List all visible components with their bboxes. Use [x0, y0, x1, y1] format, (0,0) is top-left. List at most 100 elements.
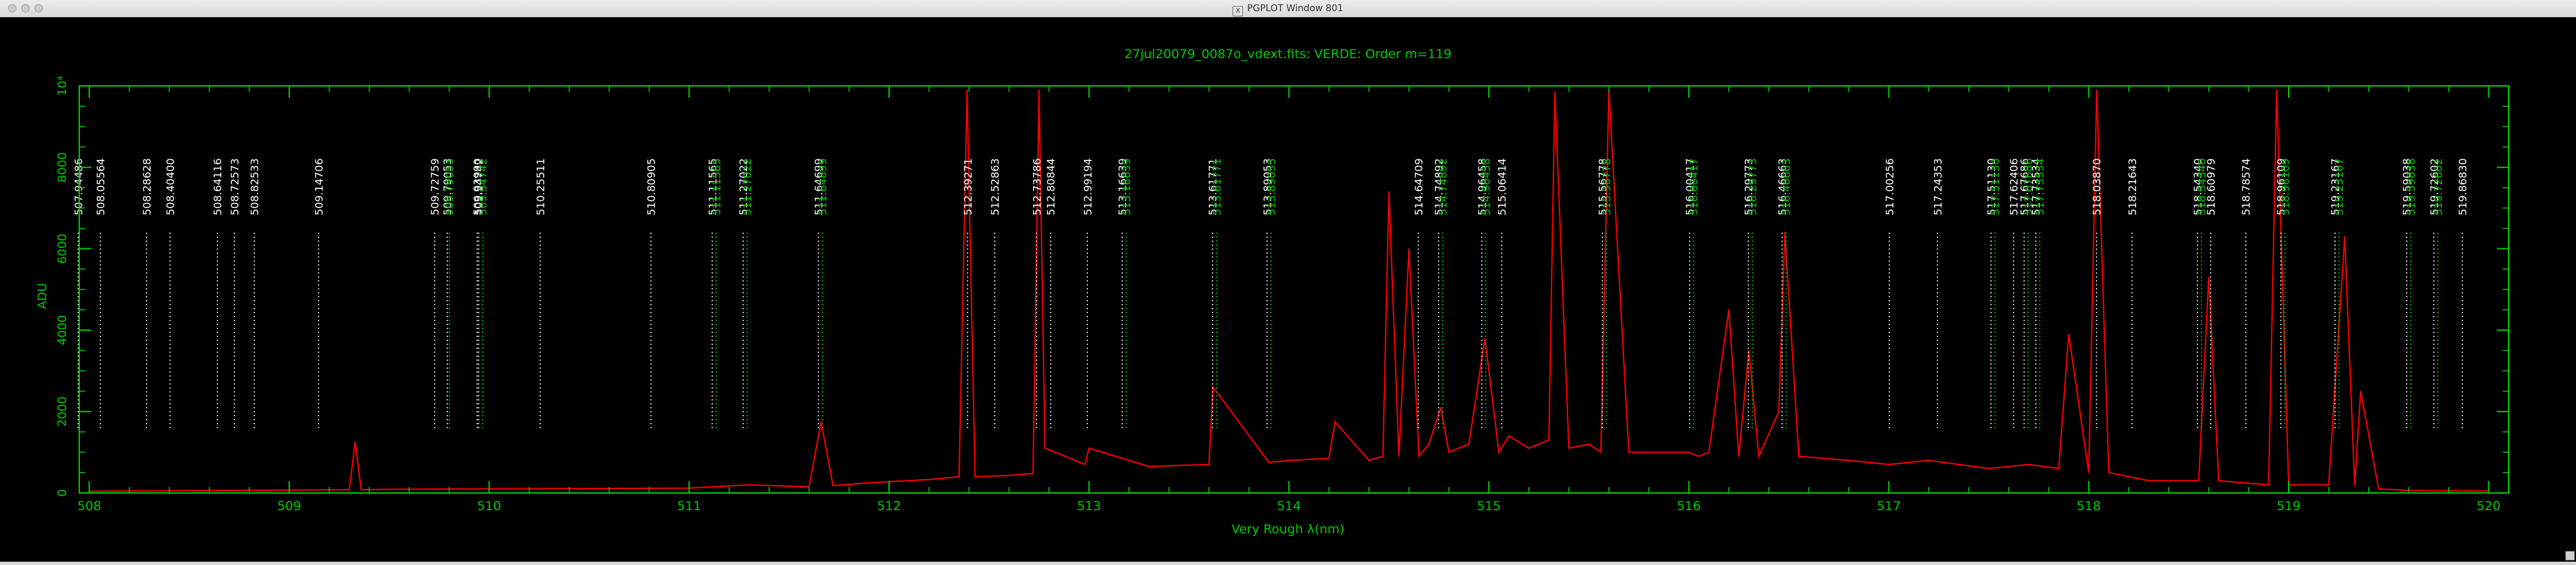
- minimize-window-button[interactable]: [21, 4, 30, 13]
- spectrum-point: [748, 484, 750, 486]
- spectrum-point: [974, 476, 976, 478]
- plot-frame: [79, 85, 2509, 494]
- marker-label: 509.93990: [471, 158, 483, 215]
- marker-label: 519.72602: [2428, 158, 2441, 215]
- spectrum-point: [2198, 480, 2200, 482]
- marker-label: 508.64116: [211, 158, 224, 215]
- spectrum-point: [1698, 455, 1699, 457]
- spectrum-series: [89, 89, 2489, 492]
- y-tick-label: 2000: [55, 396, 69, 427]
- marker-label: 508.72573: [229, 158, 241, 215]
- y-tick-label: 4000: [55, 315, 69, 346]
- spectrum-point: [2218, 480, 2219, 482]
- x-tick-label: 513: [1077, 499, 1101, 513]
- marker-label: 511.11565: [706, 158, 719, 215]
- marker-label: 517.73534: [2034, 158, 2046, 215]
- spectrum-point: [188, 490, 190, 492]
- marker-label: 508.82533: [248, 158, 261, 215]
- spectrum-point: [1334, 421, 1336, 422]
- marker-label: 516.00417: [1684, 158, 1696, 215]
- spectrum-point: [1498, 451, 1500, 453]
- close-window-button[interactable]: [8, 4, 17, 13]
- marker-label: 518.78574: [2240, 158, 2252, 215]
- marker-label: 518.03870: [2091, 158, 2103, 215]
- marker-label: 513.89053: [1265, 158, 1277, 215]
- marker-label: 508.40400: [164, 158, 176, 215]
- marker-label: 515.06414: [1496, 158, 1509, 215]
- marker-label: 514.74892: [1437, 158, 1449, 215]
- marker-label: 514.74892: [1433, 158, 1445, 215]
- spectrum-point: [2360, 391, 2361, 392]
- marker-label: 512.80844: [1045, 158, 1057, 215]
- spectrum-point: [2276, 89, 2277, 91]
- spectrum-point: [2354, 484, 2355, 486]
- marker-label: 511.27022: [737, 158, 750, 215]
- y-tick-label: 0: [55, 489, 69, 496]
- spectrum-point: [820, 421, 822, 422]
- spectrum-point: [1628, 451, 1629, 453]
- x-tick-label: 509: [277, 499, 301, 513]
- spectrum-point: [1508, 435, 1510, 437]
- marker-label: 518.96109: [2275, 158, 2287, 215]
- y-axis-label: ADU: [36, 283, 50, 309]
- spectrum-point: [1548, 439, 1550, 441]
- spectrum-point: [1428, 443, 1430, 445]
- spectrum-point: [361, 489, 362, 490]
- resize-handle[interactable]: [2565, 551, 2575, 560]
- spectrum-point: [1748, 350, 1750, 352]
- spectrum-point: [1738, 455, 1740, 457]
- x-tick-label: 520: [2477, 499, 2501, 513]
- marker-label: 517.62406: [2007, 158, 2020, 215]
- spectrum-point: [1554, 91, 1556, 93]
- x-tick-label: 519: [2277, 499, 2301, 513]
- marker-label: 513.89053: [1261, 158, 1273, 215]
- spectrum-point: [1032, 472, 1034, 474]
- spectrum-point: [2343, 236, 2345, 237]
- spectrum-point: [2088, 472, 2090, 473]
- spectrum-point: [2148, 480, 2149, 482]
- marker-label: 517.73534: [2030, 158, 2042, 215]
- marker-label: 518.54340: [2196, 158, 2208, 215]
- spectrum-point: [1588, 443, 1590, 445]
- marker-label: 515.56778: [1596, 158, 1609, 215]
- marker-label: 513.16639: [1116, 158, 1129, 215]
- marker-label: 512.73786: [1030, 158, 1043, 215]
- chart-title: 27jul20079_0087o_vdext.fits: VERDE: Orde…: [1124, 47, 1451, 61]
- spectrum-point: [2108, 472, 2110, 473]
- x11-icon: X: [1233, 6, 1244, 17]
- marker-label: 514.64709: [1412, 158, 1425, 215]
- marker-label: 513.61771: [1211, 158, 1223, 215]
- marker-label: 511.64699: [812, 158, 825, 215]
- spectrum-point: [1538, 443, 1540, 445]
- spectrum-point: [868, 482, 870, 484]
- marker-label: 509.94742: [473, 158, 485, 215]
- spectrum-point: [1568, 447, 1570, 449]
- spectrum-point: [1288, 459, 1290, 461]
- x-tick-label: 515: [1477, 499, 1501, 513]
- marker-label: 518.60979: [2205, 158, 2217, 215]
- spectrum-point: [1484, 338, 1485, 339]
- spectrum-point: [1418, 455, 1419, 457]
- x-tick-label: 517: [1877, 499, 1900, 513]
- spectrum-point: [1728, 309, 1730, 311]
- spectrum-point: [958, 476, 960, 478]
- marker-label: 511.27022: [741, 158, 754, 215]
- x-tick-label: 508: [77, 499, 101, 513]
- spectrum-point: [1388, 191, 1390, 192]
- spectrum-point: [1440, 406, 1442, 408]
- spectrum-point: [2208, 276, 2209, 278]
- spectrum-point: [1468, 443, 1470, 445]
- x-tick-label: 510: [477, 499, 501, 513]
- x-tick-label: 518: [2077, 499, 2100, 513]
- spectrum-point: [1668, 451, 1670, 453]
- spectrum-point: [1928, 459, 1929, 461]
- marker-label: 514.96458: [1480, 158, 1492, 215]
- marker-label: 518.21643: [2126, 158, 2139, 215]
- marker-label: 517.24353: [1931, 158, 1944, 215]
- zoom-window-button[interactable]: [34, 4, 43, 13]
- marker-label: 512.99194: [1081, 158, 1094, 215]
- spectrum-point: [2058, 468, 2059, 469]
- spectrum-point: [1328, 457, 1330, 459]
- spectrum-point: [2328, 484, 2330, 486]
- marker-label: 509.72759: [429, 158, 441, 215]
